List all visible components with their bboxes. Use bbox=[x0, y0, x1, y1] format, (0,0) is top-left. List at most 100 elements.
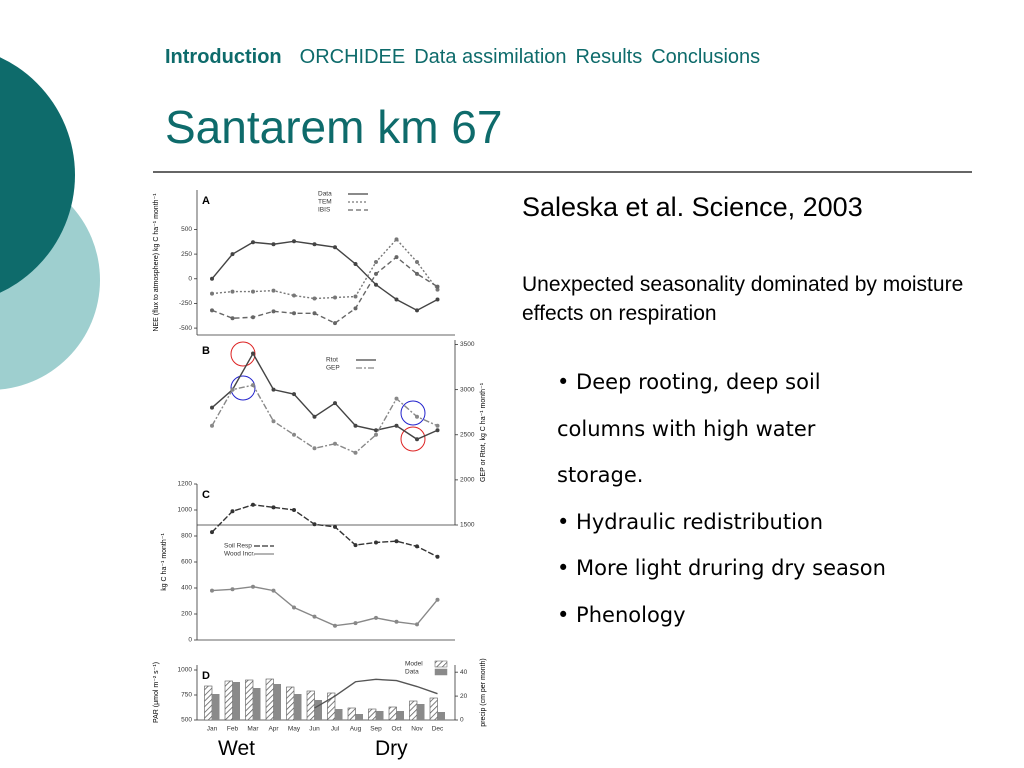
data-point bbox=[230, 587, 235, 592]
data-point bbox=[333, 524, 337, 529]
caption: Wet bbox=[218, 737, 255, 760]
data-point bbox=[394, 396, 399, 401]
x-tick-label: Nov bbox=[411, 726, 423, 733]
data-point bbox=[353, 306, 358, 311]
nav-bar: Introduction ORCHIDEE Data assimilation Res… bbox=[165, 46, 769, 69]
legend-swatch bbox=[434, 660, 448, 668]
x-tick-label: Jul bbox=[331, 726, 340, 733]
bullet: • Hydraulic redistribution bbox=[557, 509, 824, 534]
data-point bbox=[230, 289, 235, 294]
bar bbox=[396, 711, 404, 720]
data-point bbox=[435, 423, 440, 428]
legend-swatch bbox=[434, 668, 448, 676]
x-tick-label: Jan bbox=[207, 726, 218, 733]
x-tick-label: Sep bbox=[370, 726, 382, 733]
bar bbox=[347, 707, 356, 721]
bar bbox=[212, 694, 220, 720]
data-point bbox=[374, 540, 378, 545]
data-point bbox=[292, 432, 296, 437]
legend-label: Model bbox=[405, 661, 423, 668]
highlight-circle bbox=[400, 400, 426, 426]
data-point bbox=[333, 401, 337, 406]
y2-tick-label: 40 bbox=[460, 669, 468, 676]
data-point bbox=[292, 311, 296, 316]
legend-label: Data bbox=[405, 669, 419, 676]
bar bbox=[245, 679, 254, 721]
panel-label: B bbox=[202, 345, 210, 357]
data-point bbox=[271, 588, 276, 593]
data-point bbox=[435, 297, 440, 302]
y2-tick-label: 3000 bbox=[460, 386, 475, 393]
data-point bbox=[271, 242, 276, 247]
data-point bbox=[394, 255, 399, 260]
data-point bbox=[353, 543, 358, 548]
data-point bbox=[230, 387, 235, 392]
data-point bbox=[394, 297, 399, 302]
data-point bbox=[251, 383, 255, 388]
data-point bbox=[312, 614, 317, 619]
data-point bbox=[292, 605, 296, 610]
data-point bbox=[312, 522, 317, 527]
nav-item: Data assimilation bbox=[414, 46, 567, 68]
x-tick-label: Feb bbox=[227, 726, 239, 733]
y2-tick-label: 3500 bbox=[460, 341, 475, 348]
data-point bbox=[210, 423, 214, 428]
y-tick-label: 0 bbox=[188, 637, 192, 644]
data-point bbox=[210, 530, 214, 535]
data-point bbox=[415, 271, 419, 276]
data-point bbox=[230, 509, 235, 514]
bar bbox=[306, 690, 315, 721]
data-point bbox=[230, 252, 235, 257]
x-tick-label: May bbox=[288, 726, 301, 733]
panel-label: D bbox=[202, 670, 210, 682]
data-point bbox=[251, 315, 255, 320]
x-tick-label: Aug bbox=[350, 726, 362, 733]
bar bbox=[417, 704, 425, 720]
bar bbox=[294, 694, 302, 720]
y-tick-label: -500 bbox=[179, 325, 192, 332]
data-point bbox=[251, 351, 255, 356]
caption: Dry bbox=[375, 737, 408, 760]
series-line bbox=[211, 352, 438, 441]
x-tick-label: Oct bbox=[391, 726, 401, 733]
data-point bbox=[333, 321, 337, 326]
bar bbox=[355, 714, 363, 720]
highlight-circle bbox=[400, 426, 426, 452]
y-tick-label: 500 bbox=[181, 717, 192, 724]
x-tick-label: Dec bbox=[432, 726, 444, 733]
nav-item: Conclusions bbox=[651, 46, 761, 68]
data-point bbox=[415, 414, 419, 419]
y-axis-label: PAR (μmol m⁻² s⁻¹) bbox=[153, 662, 160, 723]
data-point bbox=[312, 414, 317, 419]
data-point bbox=[374, 615, 378, 620]
legend-label: Rtot bbox=[326, 357, 338, 364]
bar bbox=[253, 688, 261, 720]
data-point bbox=[394, 539, 399, 544]
series-line bbox=[211, 504, 438, 558]
data-point bbox=[415, 544, 419, 549]
data-point bbox=[394, 237, 399, 242]
y2-tick-label: 20 bbox=[460, 693, 468, 700]
data-point bbox=[312, 296, 317, 301]
y-tick-label: 1200 bbox=[178, 481, 193, 488]
data-point bbox=[210, 308, 214, 313]
data-point bbox=[251, 240, 255, 245]
data-point bbox=[333, 295, 337, 300]
y-tick-label: -250 bbox=[179, 300, 192, 307]
y2-tick-label: 2500 bbox=[460, 431, 475, 438]
data-point bbox=[353, 423, 358, 428]
data-point bbox=[210, 588, 214, 593]
data-point bbox=[374, 282, 378, 287]
series-line bbox=[211, 256, 438, 324]
bullet: • Deep rooting, deep soil columns with h… bbox=[557, 370, 821, 487]
data-point bbox=[271, 505, 276, 510]
bar bbox=[388, 706, 397, 721]
data-point bbox=[333, 245, 337, 250]
data-point bbox=[210, 276, 214, 281]
bar bbox=[273, 684, 281, 720]
series-line bbox=[211, 240, 438, 312]
data-point bbox=[333, 623, 337, 628]
data-point bbox=[251, 502, 255, 507]
x-tick-label: Apr bbox=[268, 726, 279, 733]
